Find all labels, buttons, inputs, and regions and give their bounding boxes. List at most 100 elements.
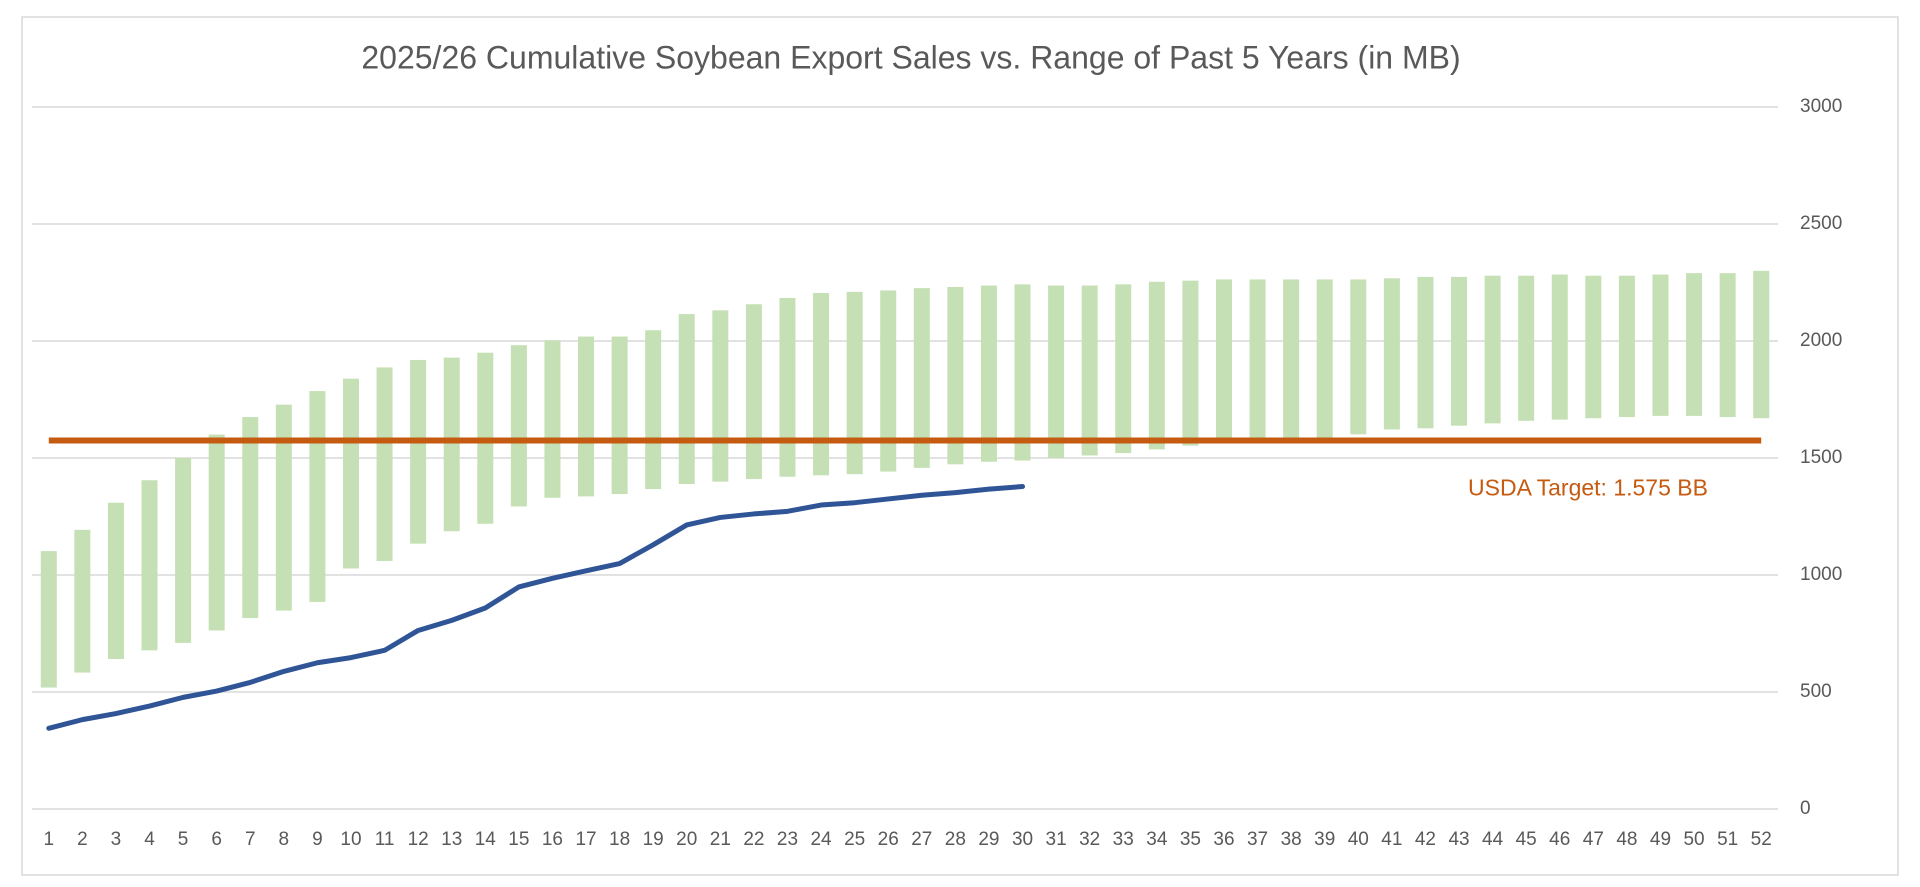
chart-title: 2025/26 Cumulative Soybean Export Sales …: [361, 39, 1460, 75]
line-series: [46, 484, 1026, 731]
range-bar: [1451, 276, 1468, 426]
x-tick-label: 32: [1079, 829, 1100, 850]
range-bar: [1518, 275, 1535, 421]
range-bar: [1618, 275, 1635, 418]
x-tick-label: 11: [375, 829, 395, 850]
y-tick-label: 3000: [1800, 96, 1842, 117]
range-bar: [880, 290, 897, 472]
x-tick-label: 39: [1314, 829, 1335, 850]
x-tick-label: 24: [810, 829, 832, 850]
x-tick-label: 38: [1281, 829, 1302, 850]
x-tick-label: 27: [911, 829, 932, 850]
range-bar: [745, 304, 762, 480]
range-bar: [779, 297, 796, 477]
x-tick-label: 33: [1113, 829, 1134, 850]
range-bar: [712, 310, 729, 482]
range-bar: [1686, 273, 1703, 416]
x-tick-label: 14: [475, 829, 497, 850]
range-bar: [1350, 279, 1367, 435]
x-tick-label: 13: [441, 829, 462, 850]
x-tick-label: 37: [1247, 829, 1268, 850]
y-tick-label: 1000: [1800, 564, 1842, 585]
range-bar: [1551, 274, 1568, 420]
y-tick-label: 0: [1800, 798, 1811, 819]
x-tick-label: 47: [1583, 829, 1604, 850]
x-tick-label: 17: [575, 829, 596, 850]
range-bar: [1048, 285, 1065, 458]
range-bar: [1115, 284, 1132, 454]
range-bar: [40, 551, 57, 688]
range-bar: [1753, 270, 1770, 419]
x-tick-label: 48: [1616, 829, 1637, 850]
x-tick-label: 34: [1146, 829, 1168, 850]
x-tick-label: 2: [77, 829, 88, 850]
range-bar: [578, 336, 595, 497]
x-tick-label: 49: [1650, 829, 1671, 850]
range-bar: [1417, 276, 1434, 429]
x-tick-label: 9: [312, 829, 323, 850]
range-bar: [1383, 278, 1400, 430]
range-bar: [611, 336, 628, 495]
x-tick-label: 26: [878, 829, 899, 850]
y-tick-label: 2000: [1800, 330, 1842, 351]
range-bar: [645, 330, 662, 490]
y-tick-label: 2500: [1800, 213, 1842, 234]
range-bar: [342, 378, 359, 569]
x-tick-label: 3: [111, 829, 122, 850]
x-tick-label: 44: [1482, 829, 1504, 850]
x-tick-label: 52: [1751, 829, 1772, 850]
range-bar: [846, 291, 863, 475]
range-bar: [208, 434, 225, 631]
range-bar: [1249, 279, 1266, 440]
y-tick-label: 500: [1800, 681, 1832, 702]
x-tick-label: 30: [1012, 829, 1033, 850]
range-bar: [678, 314, 695, 484]
x-tick-label: 20: [676, 829, 697, 850]
range-bar: [275, 404, 292, 611]
range-bar: [74, 529, 91, 673]
range-bar: [242, 417, 259, 619]
range-bar: [913, 288, 930, 468]
range-bar: [1014, 284, 1031, 461]
x-tick-label: 45: [1516, 829, 1537, 850]
range-bar: [1484, 275, 1501, 424]
x-tick-label: 41: [1381, 829, 1402, 850]
range-bar: [813, 293, 830, 476]
x-tick-label: 46: [1549, 829, 1570, 850]
x-tick-label: 31: [1046, 829, 1067, 850]
range-bar: [1585, 275, 1602, 419]
x-tick-label: 1: [43, 829, 54, 850]
x-tick-label: 35: [1180, 829, 1201, 850]
range-bar: [1652, 274, 1669, 416]
range-bar: [175, 458, 192, 643]
range-bar: [544, 340, 561, 498]
x-tick-label: 8: [279, 829, 290, 850]
x-tick-label: 28: [945, 829, 966, 850]
range-bar: [510, 345, 527, 507]
range-bar: [1215, 279, 1232, 442]
range-bar: [107, 502, 124, 660]
x-tick-label: 10: [340, 829, 361, 850]
range-bar: [947, 286, 964, 465]
x-tick-label: 5: [178, 829, 189, 850]
x-tick-label: 12: [408, 829, 429, 850]
range-bar: [1081, 285, 1098, 456]
x-tick-label: 4: [144, 829, 155, 850]
x-tick-label: 16: [542, 829, 563, 850]
range-bar: [309, 391, 326, 602]
x-tick-label: 15: [508, 829, 529, 850]
x-tick-label: 23: [777, 829, 798, 850]
x-tick-label: 36: [1213, 829, 1234, 850]
range-bar: [1283, 279, 1300, 439]
range-bar: [1316, 279, 1333, 439]
range-bar: [1148, 281, 1165, 450]
target-label: USDA Target: 1.575 BB: [1468, 475, 1708, 501]
range-bar: [1719, 273, 1736, 418]
range-bar: [443, 357, 460, 532]
x-tick-label: 40: [1348, 829, 1369, 850]
x-tick-label: 6: [211, 829, 222, 850]
range-bar: [1182, 280, 1199, 446]
y-tick-label: 1500: [1800, 447, 1842, 468]
range-bar: [141, 480, 158, 651]
